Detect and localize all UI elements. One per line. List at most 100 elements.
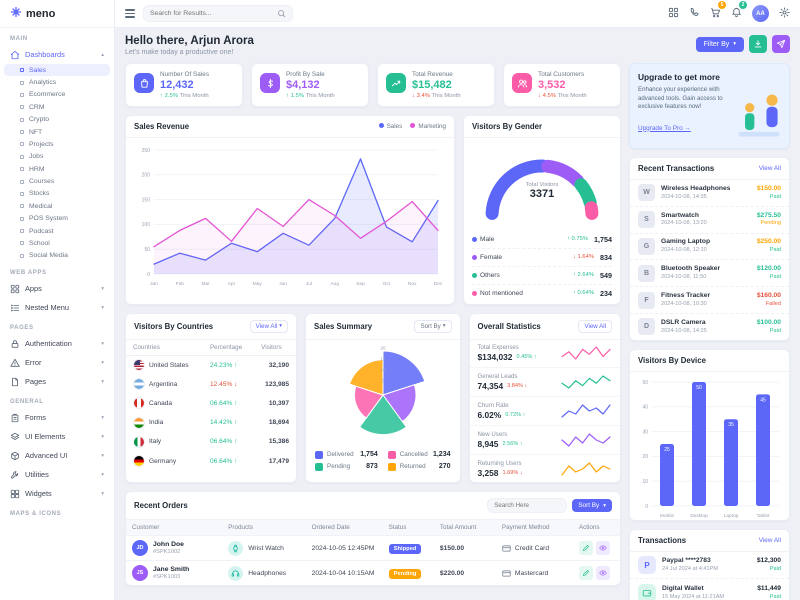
sidebar-item-apps[interactable]: Apps ▾: [0, 279, 114, 298]
orders-search-input[interactable]: [494, 502, 561, 510]
upgrade-cta-link[interactable]: Upgrade To Pro →: [638, 124, 691, 132]
sidebar-item-jobs[interactable]: Jobs: [4, 151, 110, 163]
credit-card-icon: [502, 544, 511, 553]
sidebar-item-ecommerce[interactable]: Ecommerce: [4, 89, 110, 101]
advanced-ui-icon: [10, 451, 20, 461]
gender-legend-item: Female ↓ 1.64% 834: [472, 247, 612, 266]
stat-change: ↓ 4.5% This Month: [538, 92, 587, 99]
orders-sort-button[interactable]: Sort By ▾: [572, 499, 612, 513]
card-title: Visitors By Countries: [134, 321, 214, 331]
sidebar-item-nft[interactable]: NFT: [4, 126, 110, 138]
sidebar-item-widgets[interactable]: Widgets ▾: [0, 484, 114, 503]
overall-view-all-button[interactable]: View All: [578, 319, 612, 333]
order-row: JS Jane Smith #SPK1003 Headphones 2024-10-04…: [126, 560, 620, 586]
chevron-down-icon: ▾: [101, 452, 104, 459]
sidebar-item-school[interactable]: School: [4, 237, 110, 249]
sidebar-item-medical[interactable]: Medical: [4, 200, 110, 212]
svg-text:5: 5: [382, 378, 385, 383]
chevron-down-icon: ▾: [442, 323, 446, 329]
sidebar-item-dashboards[interactable]: Dashboards ▴: [0, 45, 114, 64]
sidebar-item-podcast[interactable]: Podcast: [4, 225, 110, 237]
paypal-icon: P: [638, 556, 656, 575]
recent-transaction-item[interactable]: D DSLR Camera 2024-10-08, 14:25 $100.00 Paid: [630, 312, 789, 340]
recent-transaction-item[interactable]: B Bluetooth Speaker 2024-10-08, 11:50 $120.…: [630, 259, 789, 286]
bell-icon[interactable]: 2: [731, 0, 747, 23]
chevron-down-icon: ▾: [101, 414, 104, 421]
transactions-view-all[interactable]: View All: [758, 536, 781, 544]
bag-icon: [134, 73, 154, 93]
sidebar-item-forms[interactable]: Forms ▾: [0, 408, 114, 427]
recent-transaction-item[interactable]: G Gaming Laptop 2024-10-08, 12:10 $250.00 Pa…: [630, 232, 789, 260]
gender-total-value: 3371: [529, 187, 555, 200]
sidebar-item-sales[interactable]: Sales: [4, 64, 110, 77]
utilities-icon: [10, 470, 20, 480]
sidebar-item-error[interactable]: Error ▾: [0, 353, 114, 372]
global-search[interactable]: [143, 5, 293, 22]
summary-sort-button[interactable]: Sort By ▾: [414, 319, 452, 333]
sidebar-item-nested-menu[interactable]: Nested Menu ▾: [0, 298, 114, 317]
search-input[interactable]: [150, 10, 273, 17]
chevron-down-icon: ▾: [101, 285, 104, 292]
edit-order-button[interactable]: [578, 566, 593, 581]
sidebar-item-projects[interactable]: Projects: [4, 138, 110, 150]
error-icon: [10, 358, 20, 368]
cart-icon[interactable]: 5: [710, 0, 726, 23]
sidebar-item-courses[interactable]: Courses: [4, 175, 110, 187]
sidebar-section-general: GENERAL: [10, 399, 44, 405]
sidebar-section-main: MAIN: [10, 36, 28, 42]
stat-change: ↑ 1.5% This Month: [286, 92, 335, 99]
svg-text:50: 50: [696, 385, 702, 391]
share-button[interactable]: [772, 35, 790, 53]
view-order-button[interactable]: [595, 541, 610, 556]
orders-search[interactable]: [487, 498, 568, 514]
transaction-item[interactable]: P Paypal ****2783 24 Jul 2024 at 4:41PM $12…: [630, 552, 789, 579]
page-subtitle: Let's make today a productive one!: [125, 49, 234, 56]
call-icon[interactable]: [689, 5, 700, 23]
transaction-item[interactable]: Digital Wallet 15 May 2024 at 11:21AM $11,…: [630, 578, 789, 600]
sidebar-item-pos-system[interactable]: POS System: [4, 213, 110, 225]
sidebar-item-stocks[interactable]: Stocks: [4, 188, 110, 200]
sales-summary-chart: 5 10 15 20: [348, 345, 426, 435]
dollar-icon: [260, 73, 280, 93]
sidebar-item-hrm[interactable]: HRM: [4, 163, 110, 175]
recent-transaction-item[interactable]: W Wireless Headphones 2024-10-08, 14:35 $15…: [630, 180, 789, 206]
card-title: Overall Statistics: [477, 321, 541, 331]
sidebar-section-pages: PAGES: [10, 325, 34, 331]
column-header: Total Amount: [433, 520, 496, 536]
sidebar-item-analytics[interactable]: Analytics: [4, 76, 110, 88]
sidebar-item-authentication[interactable]: Authentication ▾: [0, 334, 114, 353]
sales-revenue-chart: 0 50 100 150 200 250 Jan Feb Mar Apr May Jun Jul Aug S…: [142, 147, 443, 286]
recent-transactions-view-all[interactable]: View All: [758, 165, 781, 172]
svg-text:0: 0: [645, 503, 648, 509]
sidebar-item-crypto[interactable]: Crypto: [4, 114, 110, 126]
svg-text:20: 20: [380, 345, 385, 350]
transactions-list: P Paypal ****2783 24 Jul 2024 at 4:41PM $12…: [630, 552, 789, 600]
svg-text:0: 0: [147, 271, 150, 277]
recent-transaction-item[interactable]: S Smartwatch 2024-10-08, 13:20 $275.50 Pendi…: [630, 205, 789, 233]
sidebar-item-utilities[interactable]: Utilities ▾: [0, 465, 114, 484]
card-title: Visitors By Gender: [472, 121, 543, 131]
sidebar-item-pages[interactable]: Pages ▾: [0, 372, 114, 391]
view-order-button[interactable]: [595, 566, 610, 581]
sidebar-item-ui-elements[interactable]: UI Elements ▾: [0, 427, 114, 446]
filter-by-label: Filter By: [703, 40, 730, 48]
upgrade-illustration: [738, 94, 780, 137]
transactions-card: Transactions View All P Paypal ****2783 24 …: [629, 528, 790, 600]
column-header: Products: [222, 520, 306, 536]
recent-transaction-item[interactable]: F Fitness Tracker 2024-10-08, 10:30 $160.00…: [630, 286, 789, 313]
product-thumbnail: B: [638, 264, 655, 282]
bullet-icon: [20, 253, 24, 258]
menu-toggle-button[interactable]: [125, 9, 135, 18]
sidebar-item-crm[interactable]: CRM: [4, 101, 110, 113]
export-button[interactable]: [749, 35, 767, 53]
sidebar-item-advanced-ui[interactable]: Advanced UI ▾: [0, 446, 114, 465]
sidebar: meno MAIN Dashboards ▴ Sales Analytics Ecomme…: [0, 0, 115, 600]
logo[interactable]: meno: [0, 0, 114, 28]
countries-view-all-button[interactable]: View All ▾: [249, 319, 288, 333]
user-avatar[interactable]: AA: [752, 5, 769, 22]
filter-by-button[interactable]: Filter By ▾: [695, 36, 744, 52]
apps-grid-icon[interactable]: [668, 5, 679, 23]
settings-gear-icon[interactable]: [779, 5, 790, 23]
edit-order-button[interactable]: [578, 541, 593, 556]
sidebar-item-social-media[interactable]: Social Media: [4, 250, 110, 262]
